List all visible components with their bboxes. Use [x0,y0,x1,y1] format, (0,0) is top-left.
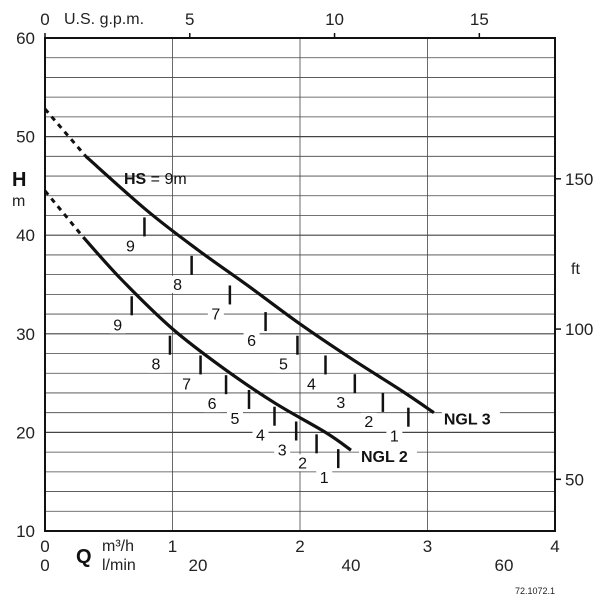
step-label: 3 [278,443,287,460]
x-axis-symbol: Q [76,546,92,568]
step-label-bg [122,237,139,255]
y-tick-label: 60 [16,29,35,48]
x-secondary-tick-label: 0 [40,556,49,575]
step-label: 1 [320,470,329,487]
top-tick-label: 0 [40,10,49,29]
x-secondary-tick-label: 40 [342,556,361,575]
curve-dashed-ngl-2 [43,189,85,239]
step-label: 5 [231,411,240,428]
step-label-bg [275,355,292,373]
x-axis-unit-primary: m³/h [102,538,134,555]
step-label-bg [147,355,164,373]
step-label-bg [252,426,269,444]
step-label: 4 [307,376,316,393]
step-label-bg [360,412,377,430]
step-label-bg [294,454,311,472]
step-label-bg [386,427,403,445]
step-label: 8 [173,277,182,294]
series-label-bg [441,409,500,430]
curves [43,108,435,469]
step-label: 8 [151,357,160,374]
x-tick-label: 1 [168,537,177,556]
curve-dashed-ngl-3 [43,108,87,158]
step-label-bg [204,395,221,413]
x-tick-label: 4 [550,537,559,556]
step-label: 5 [279,357,288,374]
step-label-bg [207,305,224,323]
step-label-bg [109,316,126,334]
y-tick-label: 30 [16,325,35,344]
top-axis-label: U.S. g.p.m. [64,11,144,28]
top-tick-label: 15 [470,10,489,29]
step-label-bg [178,375,195,393]
x-axis-unit-secondary: l/min [102,557,136,574]
y-tick-label: 40 [16,226,35,245]
y-axis-symbol: H [12,169,26,191]
step-label: 4 [256,428,265,445]
y-tick-label: 50 [16,128,35,147]
hs-label-rest: = 9m [146,171,186,188]
series-label-bg [359,447,417,468]
x-secondary-tick-label: 60 [495,556,514,575]
hs-label: HS = 9m [124,171,187,188]
x-secondary-tick-label: 20 [189,556,208,575]
step-label: 6 [247,333,256,350]
x-tick-label: 3 [423,537,432,556]
x-tick-label: 2 [295,537,304,556]
right-tick-label: 50 [565,470,584,489]
right-tick-label: 100 [565,320,593,339]
curve-ngl-3 [84,155,435,415]
right-axis-unit: ft [571,261,580,278]
step-label: 2 [364,414,373,431]
right-tick-label: 150 [565,170,593,189]
top-tick-label: 5 [185,10,194,29]
y-tick-label: 20 [16,423,35,442]
x-tick-label: 0 [40,537,49,556]
top-tick-label: 10 [325,10,344,29]
step-label: 9 [113,317,122,334]
step-label-bg [243,332,260,350]
step-label-bg [227,409,243,427]
grid [44,33,561,532]
series-label-ngl-2: NGL 2 [361,449,408,466]
step-label: 2 [298,455,307,472]
step-label: 1 [390,429,399,446]
y-tick-label: 10 [16,522,35,541]
curve-ngl-2 [82,236,352,452]
step-label-bg [169,275,186,293]
step-label-bg [274,441,291,459]
y-axis-unit: m [12,193,25,210]
figure-id: 72.1072.1 [515,586,555,596]
series-label-ngl-3: NGL 3 [444,412,491,429]
step-label-bg [332,394,349,412]
step-label: 3 [336,395,345,412]
step-label: 9 [126,238,135,255]
plot-frame [44,37,556,532]
step-label-bg [303,375,320,393]
hs-label-bold: HS [124,171,147,188]
step-label: 6 [208,396,217,413]
step-label-bg [316,469,333,487]
step-label: 7 [182,376,191,393]
step-label: 7 [211,306,220,323]
